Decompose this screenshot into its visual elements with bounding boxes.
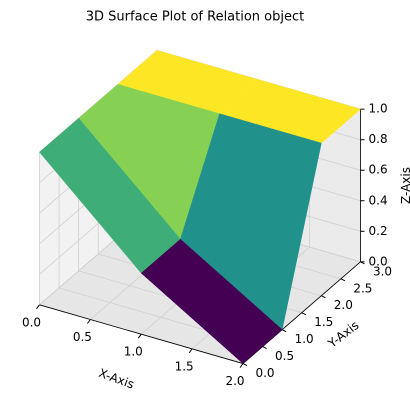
tick-mark [242, 363, 248, 367]
tick-mark [262, 346, 267, 350]
x-axis [39, 304, 244, 364]
y-tick-label: 2.5 [353, 281, 372, 295]
tick-mark [340, 278, 346, 282]
tick-mark [321, 295, 326, 299]
x-tick-label: 0.0 [22, 315, 41, 329]
x-axis-label: X-Axis [97, 366, 136, 392]
x-tick-label: 2.0 [225, 374, 244, 388]
tick-mark [36, 304, 40, 310]
y-tick-label: 0.5 [275, 349, 294, 363]
tick-mark [188, 348, 193, 354]
x-tick-label: 1.5 [175, 359, 194, 373]
z-tick-label: 0.2 [369, 224, 388, 238]
tick-mark [281, 329, 287, 333]
z-tick-label: 0.4 [369, 193, 388, 207]
y-tick-label: 0.0 [255, 366, 274, 380]
z-axis-label: Z-Axis [399, 167, 410, 204]
y-tick-label: 1.5 [314, 315, 333, 329]
z-tick-label: 0.0 [369, 254, 388, 268]
tick-mark [301, 312, 306, 316]
tick-mark [239, 363, 244, 368]
tick-mark [86, 319, 91, 324]
tick-mark [137, 333, 142, 339]
z-tick-label: 0.8 [369, 132, 388, 146]
y-tick-label: 1.0 [295, 332, 314, 346]
x-tick-label: 1.0 [124, 345, 143, 359]
y-tick-label: 3.0 [373, 264, 392, 278]
z-tick-label: 1.0 [369, 102, 388, 116]
y-tick-label: 2.0 [334, 298, 353, 312]
chart-title: 3D Surface Plot of Relation object [86, 10, 305, 25]
surface-face [140, 238, 283, 364]
z-tick-label: 0.6 [369, 163, 388, 177]
x-tick-label: 0.5 [73, 330, 92, 344]
